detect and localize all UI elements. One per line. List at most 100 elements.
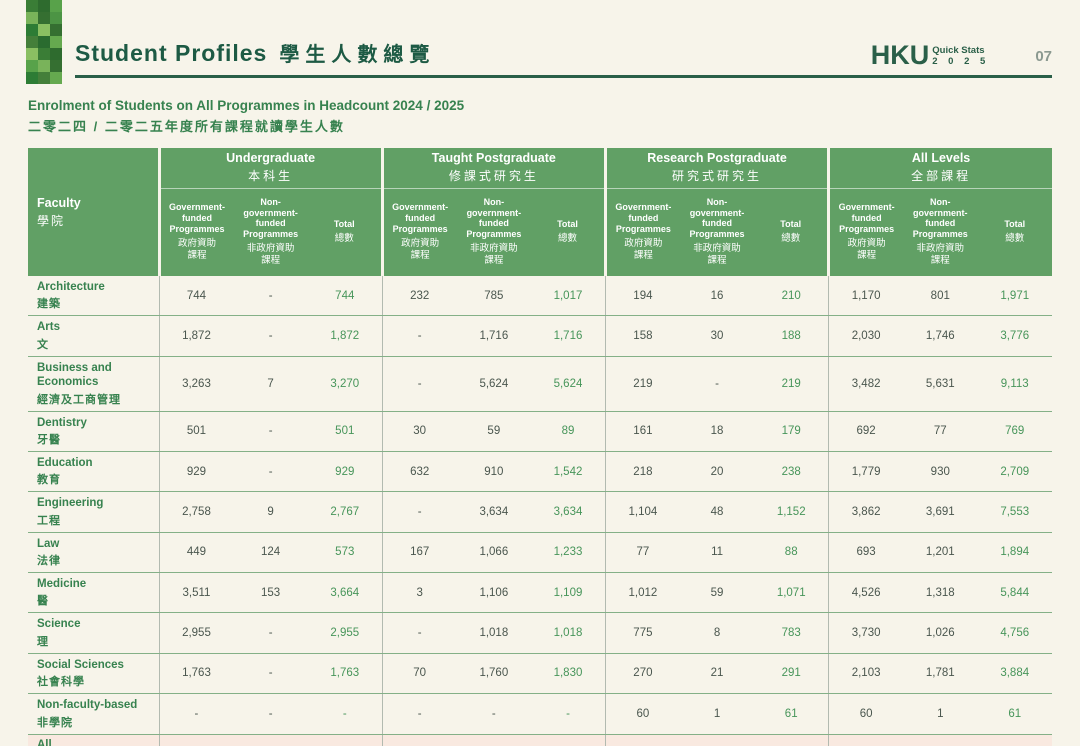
value-cell: 5,624 (531, 356, 606, 412)
enrolment-table: Faculty 學院 Undergraduate 本科生 Taught Post… (28, 148, 1052, 746)
value-cell: 194 (604, 276, 680, 317)
mosaic-square (50, 12, 62, 24)
table-row: Law 法律 449 124 573 167 1,066 1,233 77 11… (28, 532, 1052, 574)
value-cell: - (381, 491, 457, 533)
subcolumn-tpg-total: Total 總數 (531, 188, 606, 276)
value-cell: 785 (456, 276, 532, 317)
group-header-research-postgraduate: Research Postgraduate 研究式研究生 (603, 148, 829, 189)
value-cell: 801 (903, 276, 978, 317)
value-cell: 20 (679, 451, 755, 493)
value-cell: 218 (604, 451, 680, 493)
faculty-label: Arts 文 (28, 315, 160, 357)
value-cell: 11 (679, 532, 755, 574)
value-cell: 775 (604, 612, 680, 654)
mosaic-square (26, 12, 38, 24)
value-cell: 1,971 (977, 276, 1052, 317)
value-cell: 1,872 (307, 315, 383, 357)
value-cell: 930 (903, 451, 978, 493)
value-cell: 3,634 (531, 491, 606, 533)
value-cell: 21 (679, 653, 755, 695)
value-cell: 693 (828, 532, 904, 574)
value-cell: - (233, 411, 308, 452)
value-cell: 3,884 (977, 653, 1052, 695)
value-cell: 158 (604, 315, 680, 357)
value-cell: 3,482 (828, 356, 904, 412)
subcolumn-tpg-nongov: Non- government- funded Programmes 非政府資助 … (456, 188, 532, 276)
value-cell: 3,862 (828, 491, 904, 533)
value-cell: 1,071 (754, 572, 829, 614)
subcolumn-all-gov: Government- funded Programmes 政府資助 課程 (827, 188, 904, 276)
table-caption-en: Enrolment of Students on All Programmes … (28, 98, 465, 113)
value-cell: 3,634 (456, 491, 532, 533)
value-cell: 293 (233, 734, 308, 746)
subcolumn-rpg-nongov: Non- government- funded Programmes 非政府資助 … (679, 188, 755, 276)
value-cell: 18,203 (903, 734, 978, 746)
mosaic-square (38, 60, 50, 72)
value-cell: 70 (381, 653, 457, 695)
faculty-label: Social Sciences 社會科學 (28, 653, 160, 695)
value-cell: - (159, 693, 234, 735)
totals-row: All 總計 18,745 293 19,038 1,134 17,678 18… (28, 734, 1052, 746)
group-header-taught-postgraduate: Taught Postgraduate 修課式研究生 (380, 148, 606, 189)
value-cell: 3,270 (307, 356, 383, 412)
subcolumn-all-nongov: Non- government- funded Programmes 非政府資助 … (903, 188, 978, 276)
value-cell: 77 (604, 532, 680, 574)
value-cell: 692 (828, 411, 904, 452)
table-body: Architecture 建築 744 - 744 232 785 1,017 … (28, 276, 1052, 735)
page-title-en: Student Profiles (75, 40, 268, 66)
value-cell: 5,844 (977, 572, 1052, 614)
value-cell: 232 (679, 734, 755, 746)
value-cell: 30 (679, 315, 755, 357)
value-cell: 59 (456, 411, 532, 452)
mosaic-square (26, 72, 38, 84)
table-caption-zh: 二零二四 / 二零二五年度所有課程就讀學生人數 (28, 119, 345, 134)
value-cell: 1,104 (604, 491, 680, 533)
value-cell: 501 (307, 411, 383, 452)
mosaic-square (38, 72, 50, 84)
hku-logo: HKU Quick Stats 2 0 2 5 (871, 42, 990, 69)
value-cell: 910 (456, 451, 532, 493)
mosaic-square (26, 60, 38, 72)
table-row: Non-faculty-based 非學院 - - - - - - 60 1 6… (28, 693, 1052, 735)
page-number: 07 (1035, 48, 1052, 65)
value-cell: 219 (754, 356, 829, 412)
value-cell: 632 (381, 451, 457, 493)
table-row: Education 教育 929 - 929 632 910 1,542 218… (28, 451, 1052, 493)
value-cell: 24,127 (828, 734, 904, 746)
table-row: Architecture 建築 744 - 744 232 785 1,017 … (28, 276, 1052, 317)
value-cell: 573 (307, 532, 383, 574)
value-cell: 3,776 (977, 315, 1052, 357)
value-cell: 929 (159, 451, 234, 493)
mosaic-square (38, 36, 50, 48)
value-cell: 1,012 (604, 572, 680, 614)
value-cell: 61 (754, 693, 829, 735)
value-cell: 18,812 (531, 734, 606, 746)
value-cell: 1,109 (531, 572, 606, 614)
mosaic-square (26, 36, 38, 48)
page-header: Student Profiles 學生人數總覽 HKU Quick Stats … (75, 0, 1052, 78)
subcolumn-ug-nongov: Non- government- funded Programmes 非政府資助 … (233, 188, 308, 276)
value-cell: 2,103 (828, 653, 904, 695)
value-cell: 4,526 (828, 572, 904, 614)
table-row: Social Sciences 社會科學 1,763 - 1,763 70 1,… (28, 653, 1052, 695)
value-cell: 3,511 (159, 572, 234, 614)
brand-area: HKU Quick Stats 2 0 2 5 07 (871, 42, 1052, 69)
subcolumn-rpg-total: Total 總數 (754, 188, 829, 276)
value-cell: 18,745 (159, 734, 234, 746)
value-cell: 60 (604, 693, 680, 735)
value-cell: - (381, 315, 457, 357)
subcolumn-all-total: Total 總數 (977, 188, 1052, 276)
value-cell: 1,763 (307, 653, 383, 695)
table-row: Science 理 2,955 - 2,955 - 1,018 1,018 77… (28, 612, 1052, 654)
value-cell: 1,134 (381, 734, 457, 746)
value-cell: 1,233 (531, 532, 606, 574)
value-cell: 744 (307, 276, 383, 317)
value-cell: 16 (679, 276, 755, 317)
value-cell: 1 (679, 693, 755, 735)
value-cell: 161 (604, 411, 680, 452)
value-cell: 1,872 (159, 315, 234, 357)
table-row: Medicine 醫 3,511 153 3,664 3 1,106 1,109… (28, 572, 1052, 614)
quick-stats-label: Quick Stats 2 0 2 5 (932, 45, 990, 67)
value-cell: 210 (754, 276, 829, 317)
value-cell: - (233, 315, 308, 357)
